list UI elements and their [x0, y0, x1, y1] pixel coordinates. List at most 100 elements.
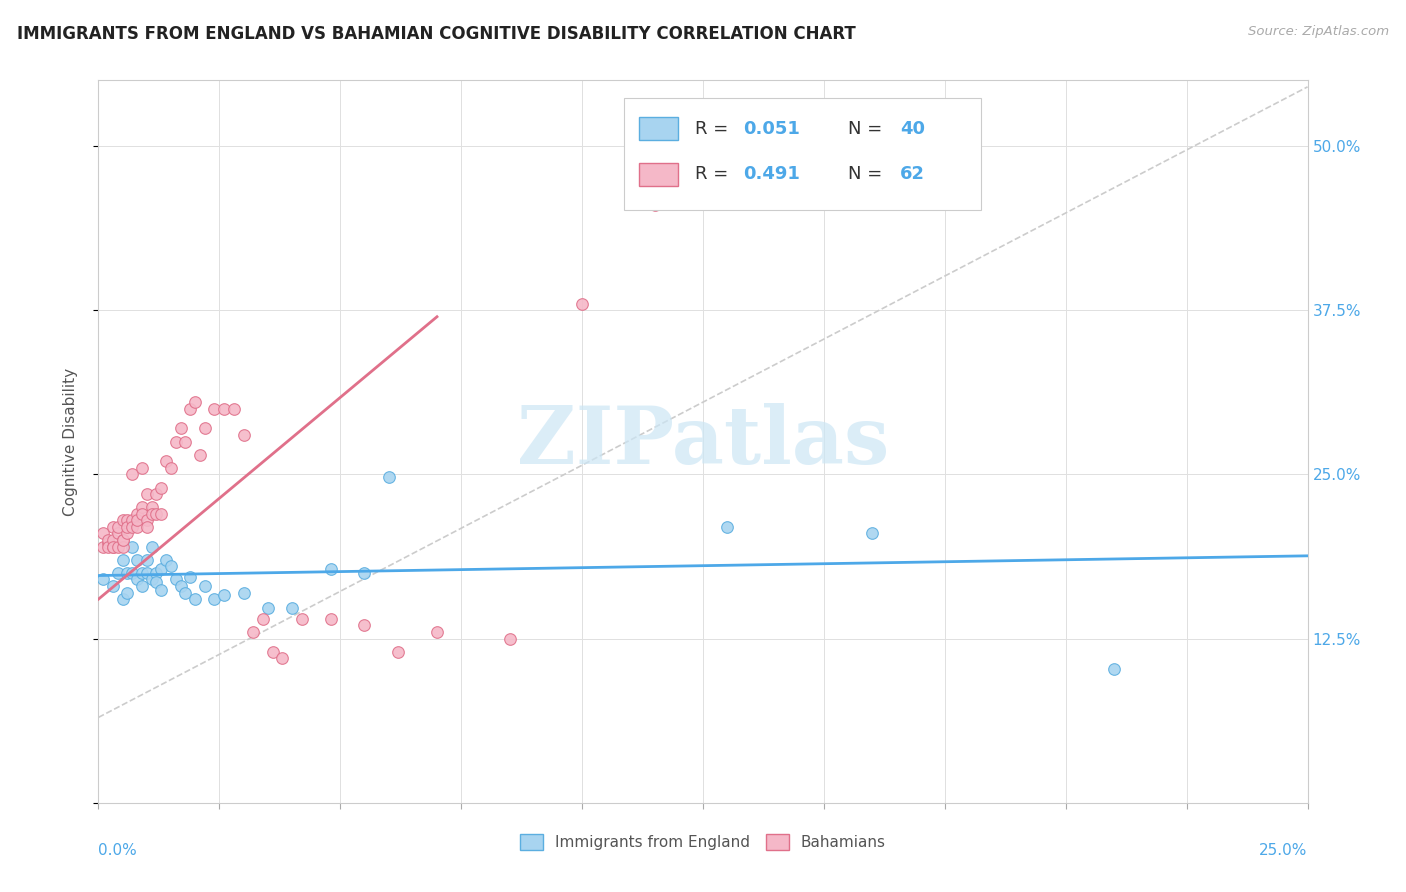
Point: [111, 553, 134, 567]
Point: [101, 540, 124, 554]
Point: [91, 526, 114, 541]
FancyBboxPatch shape: [624, 98, 981, 211]
Point: [131, 566, 153, 580]
Point: [121, 566, 143, 580]
Point: [290, 612, 312, 626]
Point: [117, 526, 139, 541]
Text: Source: ZipAtlas.com: Source: ZipAtlas.com: [1249, 25, 1389, 38]
Point: [141, 500, 163, 515]
Point: [101, 520, 124, 534]
Point: [860, 526, 883, 541]
Point: [135, 553, 157, 567]
Point: [319, 562, 342, 576]
FancyBboxPatch shape: [638, 162, 678, 186]
Point: [174, 434, 197, 449]
Point: [571, 296, 593, 310]
Point: [131, 579, 153, 593]
Point: [498, 632, 520, 646]
Point: [135, 566, 157, 580]
Point: [169, 421, 191, 435]
Point: [97, 533, 120, 547]
Point: [127, 573, 149, 587]
Point: [97, 535, 120, 549]
Point: [155, 553, 177, 567]
Point: [150, 582, 173, 597]
Point: [165, 434, 187, 449]
Point: [121, 467, 143, 482]
Text: ZIPatlas: ZIPatlas: [517, 402, 889, 481]
Point: [169, 579, 191, 593]
Point: [212, 401, 235, 416]
Point: [174, 585, 197, 599]
Point: [179, 401, 201, 416]
Point: [353, 566, 375, 580]
Point: [135, 513, 157, 527]
Point: [222, 401, 245, 416]
Point: [281, 601, 304, 615]
Point: [107, 526, 129, 541]
Point: [377, 470, 399, 484]
Text: 0.0%: 0.0%: [98, 843, 138, 857]
Point: [242, 625, 264, 640]
Text: N =: N =: [848, 120, 889, 137]
Point: [131, 460, 153, 475]
Point: [111, 533, 134, 547]
Point: [141, 540, 163, 554]
Text: R =: R =: [695, 165, 734, 183]
Point: [204, 592, 226, 607]
Point: [101, 540, 124, 554]
Point: [131, 500, 153, 515]
Point: [131, 507, 153, 521]
Point: [426, 625, 449, 640]
Point: [111, 592, 134, 607]
Point: [165, 573, 187, 587]
Point: [387, 645, 409, 659]
Point: [353, 618, 375, 632]
Point: [194, 421, 217, 435]
Point: [141, 573, 163, 587]
Text: 0.491: 0.491: [742, 165, 800, 183]
Point: [145, 566, 167, 580]
Y-axis label: Cognitive Disability: Cognitive Disability: [63, 368, 77, 516]
Text: IMMIGRANTS FROM ENGLAND VS BAHAMIAN COGNITIVE DISABILITY CORRELATION CHART: IMMIGRANTS FROM ENGLAND VS BAHAMIAN COGN…: [17, 25, 856, 43]
Legend: Immigrants from England, Bahamians: Immigrants from England, Bahamians: [515, 829, 891, 856]
Point: [127, 520, 149, 534]
Point: [127, 507, 149, 521]
Text: 25.0%: 25.0%: [1260, 843, 1308, 857]
Point: [184, 395, 207, 409]
FancyBboxPatch shape: [638, 117, 678, 140]
Point: [117, 585, 139, 599]
Point: [107, 540, 129, 554]
Point: [127, 553, 149, 567]
Point: [121, 540, 143, 554]
Point: [262, 645, 284, 659]
Point: [1102, 662, 1125, 676]
Point: [150, 507, 173, 521]
Point: [179, 570, 201, 584]
Point: [319, 612, 342, 626]
Point: [145, 507, 167, 521]
Point: [150, 481, 173, 495]
Point: [150, 562, 173, 576]
Point: [91, 540, 114, 554]
Text: R =: R =: [695, 120, 734, 137]
Point: [107, 566, 129, 580]
Point: [97, 540, 120, 554]
Point: [117, 520, 139, 534]
Point: [271, 651, 294, 665]
Point: [160, 559, 183, 574]
Point: [127, 513, 149, 527]
Point: [194, 579, 217, 593]
Point: [135, 520, 157, 534]
Point: [252, 612, 274, 626]
Point: [145, 575, 167, 590]
Point: [716, 520, 738, 534]
Point: [111, 540, 134, 554]
Point: [160, 460, 183, 475]
Point: [121, 513, 143, 527]
Point: [188, 448, 211, 462]
Text: N =: N =: [848, 165, 889, 183]
Text: 0.051: 0.051: [742, 120, 800, 137]
Point: [232, 428, 254, 442]
Point: [212, 588, 235, 602]
